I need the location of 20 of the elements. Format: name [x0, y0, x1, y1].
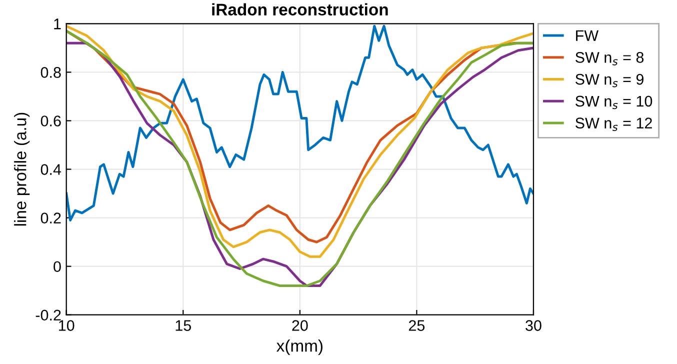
y-tick-label: 0.4 [40, 164, 62, 175]
y-tick-label: 0.2 [40, 212, 61, 224]
legend-label: FW [576, 30, 599, 41]
legend-label: SW n$_{s}$ = 12 [576, 118, 652, 131]
x-tick-label: 20 [292, 320, 308, 331]
y-tick-label: 0 [54, 261, 61, 272]
y-tick-label: 0.6 [40, 116, 61, 126]
x-tick-label: 15 [176, 320, 191, 331]
legend-label: SW n$_{s}$ = 9 [576, 74, 644, 88]
x-tick-label: 25 [408, 320, 425, 331]
x-axis-title: x(mm) [276, 340, 322, 356]
legend-label: SW n$_{s}$ = 8 [576, 52, 644, 66]
y-tick-label: 0.8 [40, 67, 61, 78]
y-axis-title: line profile (a.u) [14, 112, 30, 226]
y-tick-label: 1 [54, 18, 61, 30]
legend-label: SW n$_{s}$ = 10 [576, 96, 652, 110]
y-tick-label: -0.2 [36, 310, 61, 321]
x-tick-label: 30 [526, 320, 542, 331]
chart-title: iRadon reconstruction [212, 3, 388, 16]
x-tick-label: 10 [59, 320, 74, 331]
